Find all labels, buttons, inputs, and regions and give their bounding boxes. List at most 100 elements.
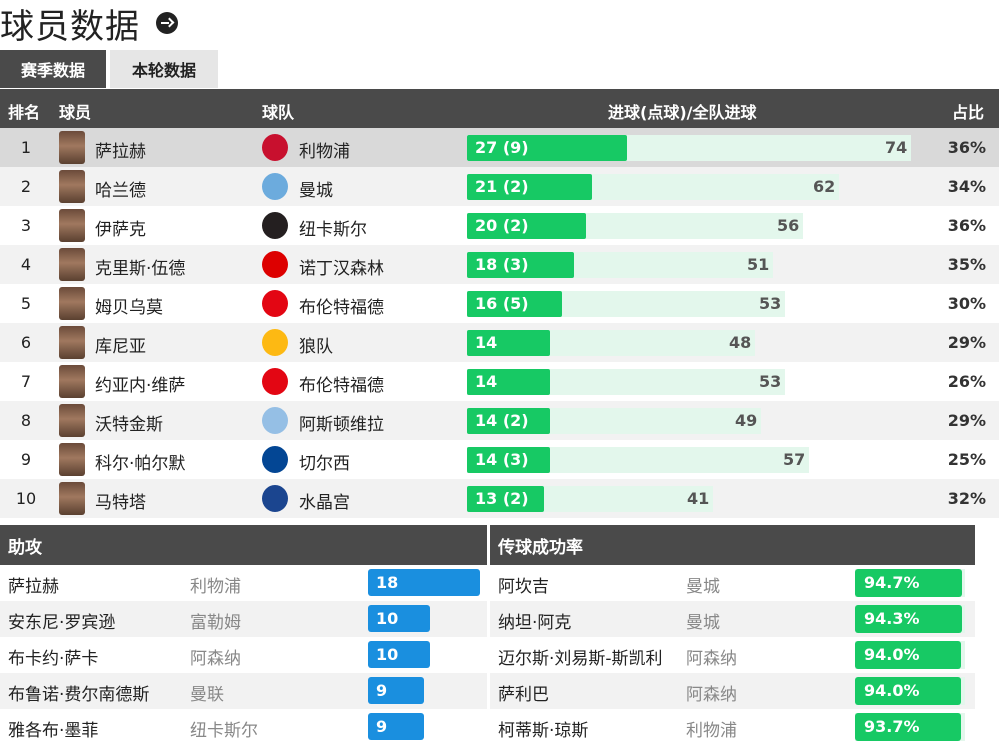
list-item[interactable]: 阿坎吉 曼城 94.7% [490,565,975,601]
table-row[interactable]: 1 萨拉赫 利物浦 27 (9) 74 36% [0,128,999,167]
list-item[interactable]: 迈尔斯·刘易斯-斯凯利 阿森纳 94.0% [490,637,975,673]
player-name[interactable]: 纳坦·阿克 [498,613,572,633]
player-goals-label: 14 [475,333,498,352]
list-item[interactable]: 布鲁诺·费尔南德斯 曼联 9 [0,673,487,709]
team-crest-icon [262,485,288,512]
player-name[interactable]: 约亚内·维萨 [95,376,186,396]
player-name[interactable]: 萨拉赫 [95,142,146,162]
list-item[interactable]: 布卡约·萨卡 阿森纳 10 [0,637,487,673]
team-goals-label: 48 [729,333,752,352]
table-row[interactable]: 2 哈兰德 曼城 21 (2) 62 34% [0,167,999,206]
tab-season-stats[interactable]: 赛季数据 [0,50,106,88]
player-goals-bar [467,252,574,278]
pass-rate-bar: 94.0% [855,677,961,705]
player-avatar [59,209,85,242]
team-name[interactable]: 阿斯顿维拉 [299,415,384,435]
team-crest-icon [262,290,288,317]
title-row: 球员数据 [0,0,178,47]
table-row[interactable]: 7 约亚内·维萨 布伦特福德 14 53 26% [0,362,999,401]
team-name[interactable]: 水晶宫 [299,493,350,513]
team-name[interactable]: 布伦特福德 [299,298,384,318]
team-goals-label: 41 [687,489,710,508]
assists-bar: 18 [368,569,480,596]
table-row[interactable]: 6 库尼亚 狼队 14 48 29% [0,323,999,362]
list-item[interactable]: 萨利巴 阿森纳 94.0% [490,673,975,709]
player-name[interactable]: 克里斯·伍德 [95,259,186,279]
player-name[interactable]: 布鲁诺·费尔南德斯 [8,685,150,705]
player-goals-bar [467,174,592,200]
player-avatar [59,131,85,164]
team-name[interactable]: 切尔西 [299,454,350,474]
table-row[interactable]: 9 科尔·帕尔默 切尔西 14 (3) 57 25% [0,440,999,479]
player-name[interactable]: 库尼亚 [95,337,146,357]
player-avatar [59,170,85,203]
assists-panel: 助攻 萨拉赫 利物浦 18 安东尼·罗宾逊 富勒姆 10 布卡约·萨卡 阿森纳 10 布鲁诺·费尔… [0,525,487,745]
list-item[interactable]: 雅各布·墨菲 纽卡斯尔 9 [0,709,487,745]
player-goals-label: 20 (2) [475,216,529,235]
player-goals-bar [467,447,550,473]
table-row[interactable]: 10 马特塔 水晶宫 13 (2) 41 32% [0,479,999,518]
player-name[interactable]: 马特塔 [95,493,146,513]
player-name[interactable]: 安东尼·罗宾逊 [8,613,116,633]
pass-rate-bar: 94.0% [855,641,961,669]
rank-value: 10 [15,489,37,508]
passing-panel: 传球成功率 阿坎吉 曼城 94.7% 纳坦·阿克 曼城 94.3% 迈尔斯·刘易斯-斯凯利阿… [490,525,975,745]
player-name[interactable]: 雅各布·墨菲 [8,721,99,741]
player-name[interactable]: 萨利巴 [498,685,549,705]
passing-panel-title: 传球成功率 [490,525,975,565]
team-crest-icon [262,212,288,239]
team-goals-label: 51 [747,255,770,274]
rank-value: 7 [20,372,32,391]
table-row[interactable]: 5 姆贝乌莫 布伦特福德 16 (5) 53 30% [0,284,999,323]
player-goals-bar [467,369,550,395]
player-goals-bar [467,135,627,161]
player-name[interactable]: 柯蒂斯·琼斯 [498,721,589,741]
tab-round-stats[interactable]: 本轮数据 [110,50,218,88]
player-name[interactable]: 科尔·帕尔默 [95,454,186,474]
team-name: 利物浦 [686,721,737,741]
player-name[interactable]: 哈兰德 [95,181,146,201]
team-crest-icon [262,134,288,161]
team-name: 曼联 [190,685,224,705]
player-name[interactable]: 伊萨克 [95,220,146,240]
table-row[interactable]: 4 克里斯·伍德 诺丁汉森林 18 (3) 51 35% [0,245,999,284]
player-name[interactable]: 布卡约·萨卡 [8,649,99,669]
pass-rate-bar: 94.7% [855,569,962,597]
team-name[interactable]: 纽卡斯尔 [299,220,367,240]
page-title: 球员数据 [0,6,140,47]
player-name[interactable]: 迈尔斯·刘易斯-斯凯利 [498,649,663,669]
list-item[interactable]: 安东尼·罗宾逊 富勒姆 10 [0,601,487,637]
rank-value: 8 [20,411,32,430]
assists-list: 萨拉赫 利物浦 18 安东尼·罗宾逊 富勒姆 10 布卡约·萨卡 阿森纳 10 布鲁诺·费尔南德斯… [0,565,487,745]
player-goals-label: 13 (2) [475,489,529,508]
list-item[interactable]: 纳坦·阿克 曼城 94.3% [490,601,975,637]
player-goals-label: 14 (2) [475,411,529,430]
player-avatar [59,326,85,359]
player-name[interactable]: 沃特金斯 [95,415,163,435]
header-goals: 进球(点球)/全队进球 [608,103,757,122]
rank-value: 1 [20,138,32,157]
player-avatar [59,482,85,515]
player-name[interactable]: 萨拉赫 [8,577,59,597]
table-row[interactable]: 8 沃特金斯 阿斯顿维拉 14 (2) 49 29% [0,401,999,440]
player-avatar [59,404,85,437]
team-name[interactable]: 狼队 [299,337,333,357]
team-crest-icon [262,251,288,278]
team-name[interactable]: 诺丁汉森林 [299,259,384,279]
player-name[interactable]: 阿坎吉 [498,577,549,597]
player-goals-bar [467,291,562,317]
passing-list: 阿坎吉 曼城 94.7% 纳坦·阿克 曼城 94.3% 迈尔斯·刘易斯-斯凯利 阿森纳 94.0… [490,565,975,745]
list-item[interactable]: 柯蒂斯·琼斯 利物浦 93.7% [490,709,975,745]
player-avatar [59,248,85,281]
pass-rate-bar: 94.3% [855,605,962,633]
list-item[interactable]: 萨拉赫 利物浦 18 [0,565,487,601]
team-name[interactable]: 曼城 [299,181,333,201]
arrow-right-circle-icon[interactable] [156,12,178,34]
team-name[interactable]: 布伦特福德 [299,376,384,396]
goal-ratio: 29% [947,333,986,352]
team-name[interactable]: 利物浦 [299,142,350,162]
team-goals-label: 49 [735,411,758,430]
table-row[interactable]: 3 伊萨克 纽卡斯尔 20 (2) 56 36% [0,206,999,245]
player-name[interactable]: 姆贝乌莫 [95,298,163,318]
player-avatar [59,287,85,320]
